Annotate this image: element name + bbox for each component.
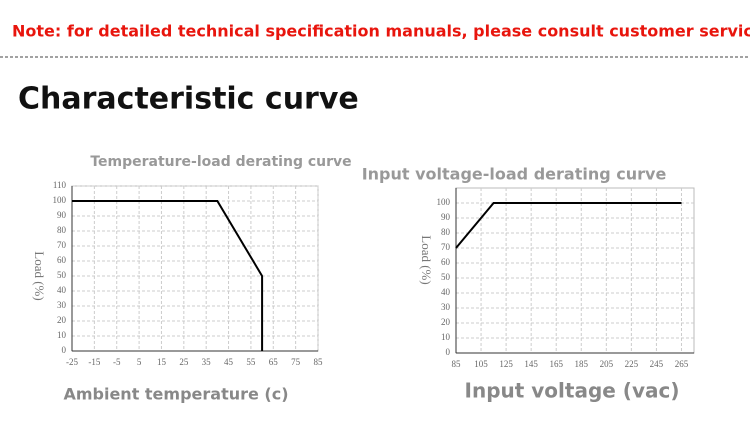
y-tick-label: 40 <box>441 287 451 297</box>
x-tick-label: 185 <box>575 359 589 369</box>
x-tick-label: 45 <box>224 357 234 367</box>
x-tick-label: 265 <box>675 359 689 369</box>
x-axis-label: Ambient temperature (c) <box>63 385 288 404</box>
y-tick-label: 80 <box>441 227 451 237</box>
y-tick-label: 80 <box>57 225 67 235</box>
y-tick-label: 100 <box>437 197 451 207</box>
x-tick-label: 65 <box>269 357 279 367</box>
y-tick-label: 20 <box>441 317 451 327</box>
x-tick-label: 105 <box>474 359 488 369</box>
y-tick-label: 60 <box>441 257 451 267</box>
x-tick-label: 85 <box>452 359 462 369</box>
x-tick-label: 205 <box>600 359 614 369</box>
y-tick-label: 90 <box>441 212 451 222</box>
x-tick-label: 35 <box>202 357 212 367</box>
y-tick-label: 30 <box>441 302 451 312</box>
x-tick-label: 5 <box>137 357 142 367</box>
plot-area <box>71 185 319 352</box>
y-tick-label: 90 <box>57 210 67 220</box>
x-tick-label: -25 <box>66 357 78 367</box>
y-tick-label: 40 <box>57 285 67 295</box>
x-tick-label: -15 <box>88 357 100 367</box>
y-tick-label: 20 <box>57 315 67 325</box>
x-tick-label: 245 <box>650 359 664 369</box>
x-tick-label: 125 <box>499 359 513 369</box>
x-tick-label: 225 <box>625 359 639 369</box>
y-tick-label: 30 <box>57 300 67 310</box>
x-tick-label: 85 <box>314 357 324 367</box>
y-tick-label: 70 <box>441 242 451 252</box>
x-tick-label: -5 <box>113 357 121 367</box>
y-tick-label: 0 <box>62 345 67 355</box>
y-tick-label: 50 <box>57 270 67 280</box>
note: Note: for detailed technical specificati… <box>12 22 750 41</box>
plot-area <box>455 187 695 354</box>
y-tick-label: 50 <box>441 272 451 282</box>
y-axis-label: Load (%) <box>419 235 434 284</box>
y-tick-label: 60 <box>57 255 67 265</box>
chart-title: Input voltage-load derating curve <box>362 165 667 184</box>
x-axis-label: Input voltage (vac) <box>465 379 680 403</box>
y-tick-label: 10 <box>441 332 451 342</box>
y-tick-label: 0 <box>446 347 451 357</box>
x-tick-label: 165 <box>549 359 563 369</box>
line <box>455 202 682 249</box>
x-tick-label: 55 <box>246 357 256 367</box>
y-tick-label: 70 <box>57 240 67 250</box>
y-tick-label: 10 <box>57 330 67 340</box>
x-tick-label: 75 <box>291 357 301 367</box>
x-tick-label: 15 <box>157 357 167 367</box>
y-tick-label: 110 <box>53 180 67 190</box>
y-axis-label: Load (%) <box>32 251 47 300</box>
x-tick-label: 145 <box>524 359 538 369</box>
y-tick-label: 100 <box>53 195 67 205</box>
heading: Characteristic curve <box>18 82 359 117</box>
line <box>72 200 264 351</box>
chart-title: Temperature-load derating curve <box>90 154 351 170</box>
x-tick-label: 25 <box>179 357 189 367</box>
